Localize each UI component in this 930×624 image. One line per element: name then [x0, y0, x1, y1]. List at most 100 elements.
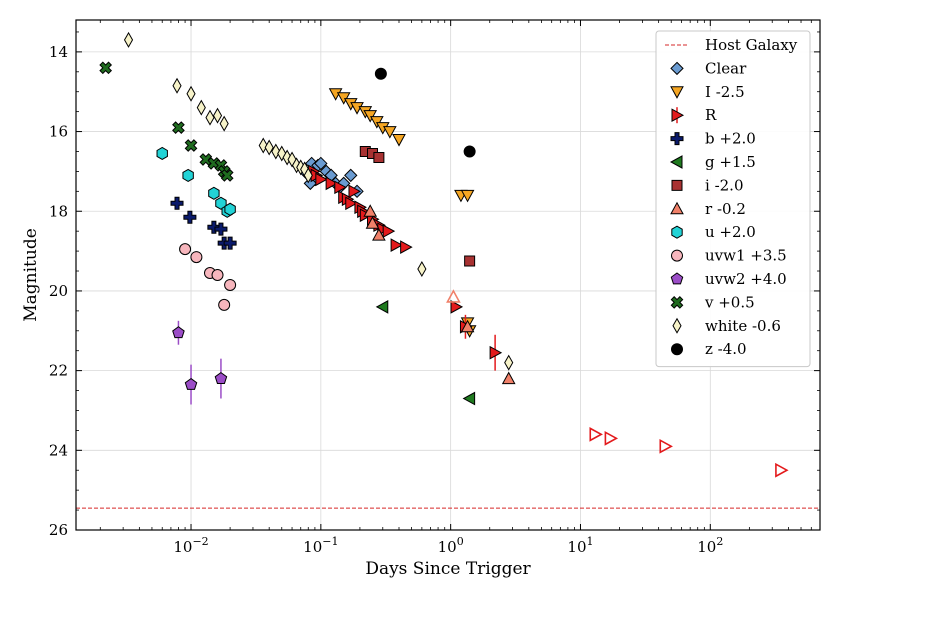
data-point: [382, 126, 397, 139]
legend-swatch: [670, 201, 684, 215]
data-point: [325, 176, 339, 191]
legend-label: I -2.5: [705, 83, 745, 101]
data-point: [348, 184, 362, 199]
legend-swatch: [671, 179, 683, 191]
legend-label: v +0.5: [704, 293, 755, 311]
data-point: [463, 145, 476, 158]
data-point: [212, 107, 223, 124]
legend-label: u +2.0: [705, 223, 756, 241]
data-point: [417, 261, 427, 278]
legend-label: z -4.0: [705, 340, 747, 358]
legend-label: uvw1 +3.5: [705, 247, 787, 265]
y-tick-label: 14: [49, 43, 68, 61]
x-tick-label: 101: [567, 535, 593, 556]
data-point: [196, 99, 206, 116]
data-point: [205, 109, 215, 126]
legend-box: [655, 30, 811, 368]
series-v-0-5: [99, 61, 234, 182]
x-tick-label: 10−1: [303, 535, 338, 556]
data-point: [489, 345, 503, 360]
legend-swatch: [671, 108, 685, 123]
x-tick-label: 100: [438, 535, 464, 556]
data-point: [219, 115, 229, 132]
data-point: [172, 121, 185, 134]
data-point: [462, 391, 476, 406]
legend-label: R: [705, 106, 717, 124]
data-point: [215, 196, 227, 210]
data-point: [172, 326, 185, 339]
data-point: [344, 168, 358, 183]
legend-swatch: [670, 61, 684, 76]
data-point: [314, 156, 328, 171]
legend-label: g +1.5: [705, 153, 756, 171]
legend-label: white -0.6: [705, 317, 781, 335]
data-point: [390, 238, 404, 252]
data-point: [224, 278, 237, 291]
data-point: [501, 371, 516, 385]
data-series: [99, 31, 789, 478]
legend-swatch: [670, 86, 684, 99]
data-point: [156, 146, 168, 161]
legend-label: r -0.2: [705, 200, 746, 218]
series-white-0-6: [123, 31, 514, 371]
data-point: [183, 210, 197, 224]
data-point: [464, 255, 476, 267]
data-point: [334, 180, 347, 195]
legend-swatch: [670, 296, 684, 309]
series-b-2-0: [170, 196, 237, 250]
x-axis-label: Days Since Trigger: [365, 559, 531, 579]
y-tick-label: 26: [49, 521, 68, 539]
data-point: [303, 167, 313, 184]
data-point: [450, 300, 464, 314]
legend-label: i -2.0: [705, 176, 744, 194]
data-point: [199, 153, 213, 166]
data-point: [123, 31, 134, 48]
data-point: [172, 77, 182, 94]
data-point: [184, 377, 198, 390]
x-tick-label: 10−2: [173, 535, 208, 556]
data-point: [214, 371, 228, 384]
legend-label: Clear: [705, 59, 747, 77]
legend-swatch: [670, 272, 684, 285]
legend-label: uvw2 +4.0: [705, 270, 787, 288]
y-tick-label: 20: [49, 282, 68, 300]
y-tick-label: 24: [49, 441, 68, 459]
data-point: [211, 269, 224, 281]
data-point: [190, 251, 203, 264]
data-point: [345, 196, 358, 211]
data-point: [214, 222, 228, 236]
y-tick-label: 22: [49, 362, 68, 380]
y-tick-label: 16: [49, 123, 68, 141]
data-point: [170, 196, 184, 210]
data-point: [220, 169, 234, 182]
series-r-0-2: [363, 204, 516, 385]
data-point: [184, 139, 198, 152]
series-i-2-0: [359, 145, 476, 267]
data-point: [382, 224, 396, 239]
data-point: [271, 143, 281, 160]
data-point: [375, 300, 389, 314]
data-point: [365, 216, 380, 229]
y-tick-label: 18: [49, 202, 68, 220]
data-point: [315, 172, 328, 187]
data-point: [186, 85, 196, 102]
data-point: [460, 319, 475, 333]
data-point: [264, 139, 274, 156]
series-r: [308, 164, 503, 371]
y-axis-label: Magnitude: [21, 228, 41, 322]
data-point: [99, 61, 113, 75]
data-point: [363, 204, 378, 217]
legend-swatch: [672, 317, 682, 334]
legend-swatch: [671, 249, 683, 262]
data-point: [604, 431, 619, 446]
data-point: [504, 354, 514, 371]
data-point: [374, 67, 387, 80]
data-point: [373, 151, 385, 163]
data-point: [218, 298, 231, 311]
data-point: [223, 236, 237, 250]
data-point: [372, 228, 386, 241]
legend-swatch: [669, 155, 683, 169]
y-axis: 14 16 18 20 22 24 26: [49, 31, 820, 539]
legend-swatch: [671, 343, 683, 356]
